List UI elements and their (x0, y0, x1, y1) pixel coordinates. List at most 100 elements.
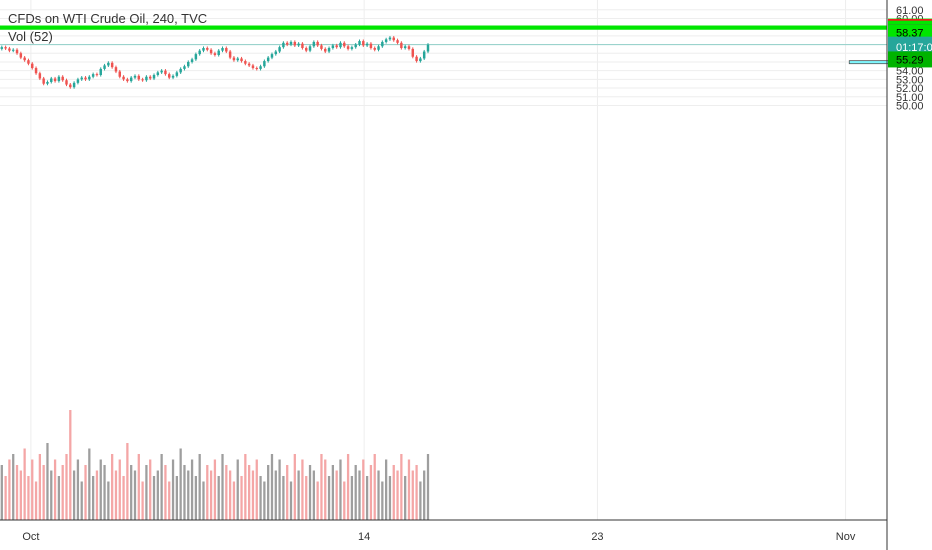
volume-bar (255, 459, 258, 520)
candle-body (400, 42, 403, 49)
candle-body (95, 74, 99, 76)
volume-bar (362, 459, 365, 520)
candle-body (27, 60, 30, 64)
volume-bar (206, 465, 209, 520)
candle-body (19, 53, 23, 58)
volume-bar (149, 459, 152, 520)
candle-body (331, 45, 335, 49)
candle-body (365, 43, 369, 46)
candle-body (126, 79, 129, 82)
volume-bar (419, 481, 422, 520)
volume-bar (339, 459, 342, 520)
volume-bar (320, 454, 323, 520)
volume-bar (202, 481, 205, 520)
volume-bar (183, 465, 186, 520)
candle-body (164, 70, 167, 75)
candle-body (354, 44, 357, 48)
volume-bar (396, 470, 399, 520)
y-tick-label: 53.00 (896, 74, 924, 86)
volume-bar (80, 481, 83, 520)
candle-body (129, 77, 133, 82)
candle-body (377, 46, 380, 50)
candle-body (194, 54, 198, 60)
volume-bar (327, 476, 331, 520)
volume-bar (308, 465, 312, 520)
candle-body (61, 76, 64, 81)
volume-bar (411, 470, 414, 520)
candle-body (335, 45, 338, 48)
volume-bar (400, 454, 403, 520)
volume-bar (23, 448, 26, 520)
candle-body (327, 48, 331, 52)
candle-body (228, 51, 232, 58)
candle-body (69, 84, 72, 88)
candle-body (422, 51, 426, 59)
volume-bar (53, 459, 57, 520)
candle-body (251, 65, 255, 69)
volume-bar (130, 465, 133, 520)
volume-bar (426, 454, 430, 520)
candle-body (324, 48, 327, 52)
price-tag-label: 55.29 (896, 54, 924, 66)
volume-bar (331, 465, 335, 520)
volume-bar (221, 454, 224, 520)
volume-bar (354, 465, 357, 520)
candle-body (373, 48, 376, 50)
volume-bar (324, 459, 327, 520)
volume-bar (377, 470, 380, 520)
volume-bar (15, 465, 19, 520)
volume-bar (76, 459, 80, 520)
candle-body (198, 50, 201, 55)
volume-bar (152, 476, 156, 520)
volume-bar (251, 470, 255, 520)
candle-body (316, 41, 319, 46)
candle-body (270, 54, 274, 58)
volume-bar (187, 470, 190, 520)
volume-bar (0, 465, 3, 520)
volume-bar (114, 470, 118, 520)
candle-body (293, 41, 297, 46)
volume-bar (19, 470, 22, 520)
volume-bar (46, 443, 49, 520)
candle-body (160, 70, 163, 73)
volume-bar (111, 454, 114, 520)
volume-bar (42, 465, 45, 520)
candle-body (88, 76, 91, 80)
volume-bar (213, 459, 217, 520)
candle-body (23, 57, 26, 61)
volume-bar (69, 410, 72, 520)
volume-bar (289, 481, 293, 520)
volume-bar (350, 476, 354, 520)
volume-bar (91, 476, 95, 520)
volume-bar (156, 470, 159, 520)
candle-body (362, 41, 365, 46)
candle-body (217, 50, 220, 55)
candle-body (285, 42, 289, 45)
candle-body (99, 68, 102, 75)
volume-bar (88, 448, 91, 520)
volume-bar (145, 465, 148, 520)
volume-bar (103, 465, 106, 520)
candle-body (308, 46, 312, 51)
price-tag (888, 51, 932, 68)
candle-body (388, 37, 392, 40)
volume-bar (8, 459, 11, 520)
candle-body (419, 58, 422, 62)
volume-bar (343, 481, 346, 520)
candle-body (301, 43, 304, 49)
volume-bar (312, 470, 315, 520)
volume-bar (122, 476, 125, 520)
volume-bar (133, 470, 137, 520)
candle-body (297, 43, 300, 46)
volume-bar (4, 476, 7, 520)
volume-bar (175, 476, 178, 520)
volume-bar (232, 481, 236, 520)
volume-bar (228, 470, 232, 520)
candle-body (114, 67, 118, 72)
candle-body (50, 78, 53, 82)
volume-bar (61, 465, 64, 520)
candle-body (152, 75, 156, 79)
volume-bar (225, 465, 228, 520)
